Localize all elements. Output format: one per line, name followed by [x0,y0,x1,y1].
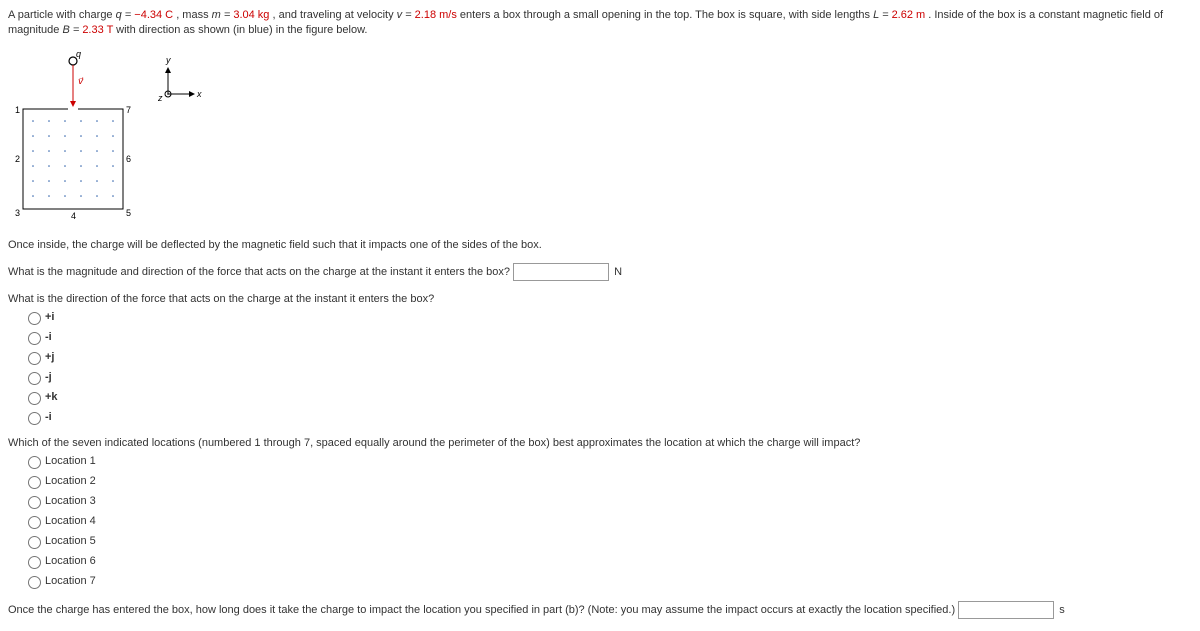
q3-label: Location 6 [45,555,96,567]
question-2: What is the direction of the force that … [8,293,1192,425]
loc-label: 5 [126,208,131,218]
L-symbol: L = [873,9,891,21]
q-value: −4.34 C [134,9,173,21]
question-3: Which of the seven indicated locations (… [8,437,1192,589]
v-symbol: v = [397,9,415,21]
q1-input[interactable] [513,263,609,281]
figure: q v⃗ 1 2 3 4 5 6 7 y x z [8,49,208,224]
intro-text: , mass [176,9,211,21]
deflect-text: Once inside, the charge will be deflecte… [8,239,1192,251]
m-value: 3.04 kg [233,9,269,21]
axes: y x z [157,55,202,103]
q3-label: Location 1 [45,455,96,467]
L-value: 2.62 m [892,9,926,21]
loc-label: 1 [15,105,20,115]
figure-svg: q v⃗ 1 2 3 4 5 6 7 y x z [8,49,208,224]
v-value: 2.18 m/s [415,9,457,21]
field-dots [32,120,114,197]
q3-text: Which of the seven indicated locations (… [8,437,1192,449]
q3-label: Location 4 [45,515,96,527]
q3-opt-3[interactable] [28,516,41,529]
intro-text: , and traveling at velocity [273,9,397,21]
q2-opt-5[interactable] [28,412,41,425]
q2-opt-1[interactable] [28,332,41,345]
q3-opt-0[interactable] [28,456,41,469]
loc-label: 3 [15,208,20,218]
q2-label: -i [45,331,52,343]
q2-opt-0[interactable] [28,312,41,325]
q2-label: +i [45,311,54,323]
q2-text: What is the direction of the force that … [8,293,1192,305]
q2-opt-2[interactable] [28,352,41,365]
loc-label: 7 [126,105,131,115]
q2-label: -i [45,411,52,423]
B-symbol: B = [62,24,82,36]
loc-label: 2 [15,154,20,164]
q2-label: +k [45,391,58,403]
q1-text: What is the magnitude and direction of t… [8,266,510,278]
problem-intro: A particle with charge q = −4.34 C , mas… [8,8,1192,39]
v-label: v⃗ [78,76,84,86]
m-symbol: m = [212,9,234,21]
svg-text:z: z [157,93,163,103]
q3-label: Location 5 [45,535,96,547]
q3-opt-4[interactable] [28,536,41,549]
q3-label: Location 3 [45,495,96,507]
intro-text: A particle with charge [8,9,116,21]
loc-label: 4 [71,211,76,221]
svg-text:x: x [196,89,202,99]
question-4: Once the charge has entered the box, how… [8,601,1192,619]
q2-opt-3[interactable] [28,372,41,385]
q3-options: Location 1 Location 2 Location 3 Locatio… [8,453,1192,589]
q2-options: +i -i +j -j +k -i [8,309,1192,425]
q1-unit: N [614,266,622,278]
q3-opt-2[interactable] [28,496,41,509]
loc-label: 6 [126,154,131,164]
q-symbol: q = [116,9,135,21]
B-value: 2.33 T [82,24,113,36]
q4-input[interactable] [958,601,1054,619]
q3-opt-5[interactable] [28,556,41,569]
intro-text: enters a box through a small opening in … [460,9,873,21]
question-1: What is the magnitude and direction of t… [8,263,1192,281]
q3-opt-1[interactable] [28,476,41,489]
q4-unit: s [1059,604,1065,616]
q-label: q [76,49,81,59]
q3-opt-6[interactable] [28,576,41,589]
intro-text: with direction as shown (in blue) in the… [116,24,367,36]
q4-text: Once the charge has entered the box, how… [8,604,955,616]
q3-label: Location 7 [45,575,96,587]
q2-label: -j [45,371,52,383]
svg-text:y: y [165,55,171,65]
q3-label: Location 2 [45,475,96,487]
q2-label: +j [45,351,54,363]
q2-opt-4[interactable] [28,392,41,405]
